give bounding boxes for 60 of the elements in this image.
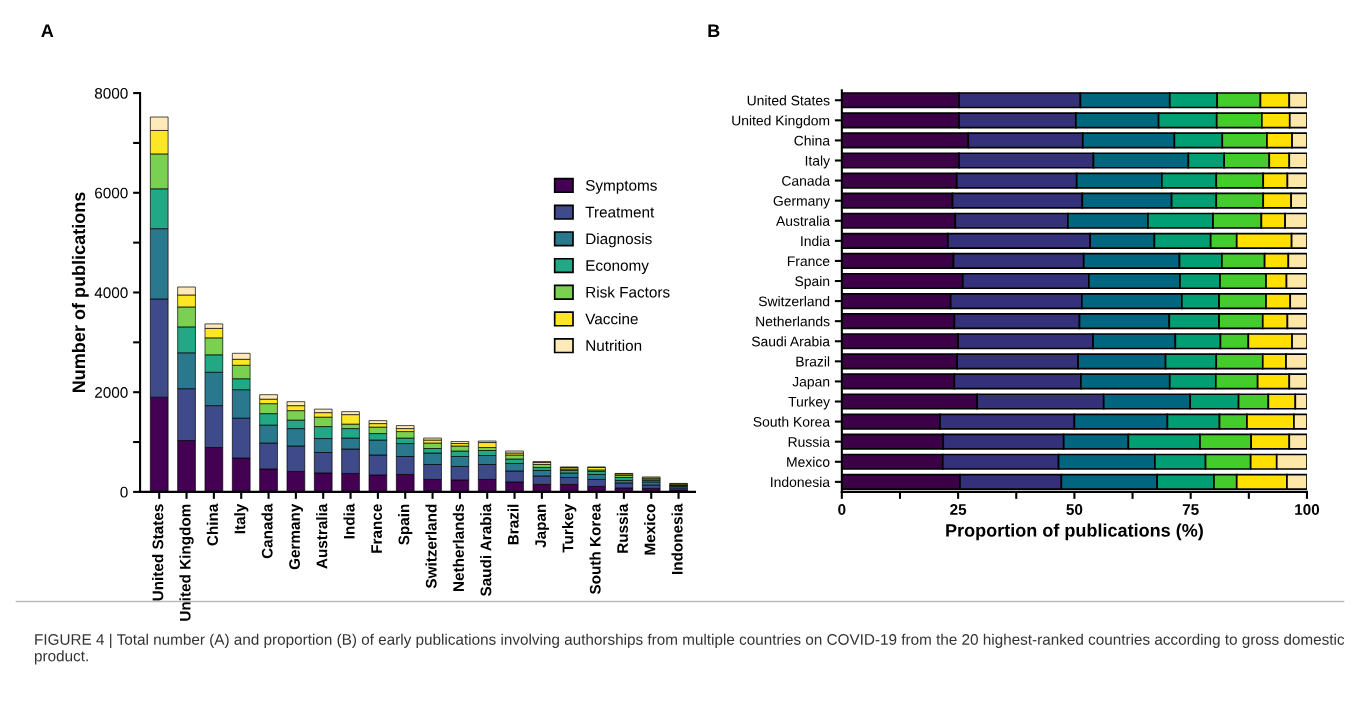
y-tick-label: 8000 bbox=[94, 87, 128, 99]
y-tick-label: Italy bbox=[805, 155, 831, 169]
y-tick-label: Australia bbox=[776, 215, 831, 226]
x-tick-label: Russia bbox=[616, 503, 628, 553]
x-tick-label: Spain bbox=[398, 504, 413, 545]
y-tick-label: Switzerland bbox=[758, 296, 830, 307]
y-tick-label: 0 bbox=[120, 486, 128, 498]
y-axis-title: Number of publications bbox=[71, 192, 89, 393]
x-tick-label: Australia bbox=[316, 503, 328, 569]
x-tick-label: Netherlands bbox=[452, 504, 464, 591]
x-tick-label: Saudi Arabia bbox=[480, 503, 492, 597]
y-tick-label: United States bbox=[747, 95, 830, 106]
x-tick-label: Japan bbox=[535, 504, 550, 548]
x-tick-label: Turkey bbox=[562, 503, 577, 553]
x-tick-label: South Korea bbox=[589, 503, 601, 595]
y-tick-label: 6000 bbox=[95, 187, 128, 199]
y-tick-label: India bbox=[801, 235, 831, 247]
x-tick-label: France bbox=[371, 504, 382, 553]
x-tick-label: China bbox=[206, 503, 218, 546]
y-tick-label: Spain bbox=[795, 275, 830, 289]
y-tick-label: 2000 bbox=[95, 387, 128, 398]
y-tick-label: South Korea bbox=[753, 416, 831, 427]
x-tick-label: Mexico bbox=[644, 504, 656, 555]
x-tick-label: Brazil bbox=[507, 504, 519, 545]
y-tick-label: Brazil bbox=[796, 356, 830, 367]
caption: FIGURE 4 | Total number (A) and proportion (B) of early publications involving authorships from multiple countries on COVID-19 from the 20 highest-ranked countries according to gross domestic product. bbox=[34, 633, 1345, 665]
y-tick-label: Saudi Arabia bbox=[751, 336, 831, 347]
x-axis-title: Proportion of publications (%) bbox=[946, 523, 1203, 541]
x-tick-label: India bbox=[343, 503, 355, 539]
legend-label: Risk Factors bbox=[586, 286, 670, 298]
x-tick-label: 100 bbox=[1295, 504, 1320, 515]
x-tick-label: 50 bbox=[1066, 504, 1083, 515]
x-tick-label: Switzerland bbox=[425, 504, 437, 589]
legend-label: Nutrition bbox=[586, 339, 642, 352]
y-tick-label: China bbox=[794, 135, 831, 146]
legend-label: Symptoms bbox=[585, 180, 657, 194]
legend-label: Vaccine bbox=[585, 313, 638, 325]
chart-title: B bbox=[708, 24, 720, 37]
y-tick-label: France bbox=[787, 256, 830, 267]
y-tick-label: Netherlands bbox=[756, 316, 830, 327]
x-tick-label: Italy bbox=[234, 503, 249, 534]
y-tick-label: 4000 bbox=[94, 287, 128, 299]
x-tick-label: 25 bbox=[950, 504, 967, 515]
x-tick-label: Indonesia bbox=[671, 503, 683, 574]
y-tick-label: Germany bbox=[773, 196, 831, 209]
x-tick-label: Germany bbox=[289, 503, 303, 570]
y-tick-label: Russia bbox=[788, 436, 831, 447]
y-tick-label: Mexico bbox=[787, 456, 830, 467]
legend-label: Economy bbox=[586, 260, 649, 274]
x-tick-label: 0 bbox=[838, 504, 846, 515]
y-tick-label: Turkey bbox=[788, 396, 831, 410]
y-tick-label: United Kingdom bbox=[732, 115, 830, 129]
x-tick-label: 75 bbox=[1182, 504, 1199, 515]
x-tick-label: Canada bbox=[261, 503, 273, 559]
y-tick-label: Canada bbox=[782, 175, 831, 186]
y-tick-label: Indonesia bbox=[771, 476, 831, 488]
legend-label: Treatment bbox=[585, 206, 655, 218]
chart-title: A bbox=[41, 24, 54, 37]
y-tick-label: Japan bbox=[792, 376, 830, 390]
legend-label: Diagnosis bbox=[586, 233, 652, 248]
